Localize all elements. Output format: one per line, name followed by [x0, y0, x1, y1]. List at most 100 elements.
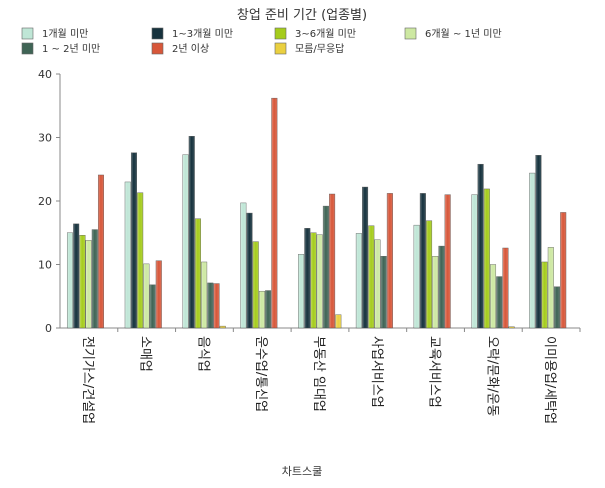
y-tick-label: 10 — [38, 259, 52, 272]
bar-group — [471, 163, 515, 329]
bar — [246, 212, 253, 329]
bar — [201, 261, 208, 329]
legend-swatch — [151, 42, 164, 55]
bar — [335, 314, 342, 329]
x-tick-label: 교육서비스업 — [427, 336, 442, 408]
legend-label: 1개월 미만 — [42, 28, 88, 40]
x-tick-label: 오락/문화/운동 — [484, 336, 499, 417]
y-tick-label: 40 — [38, 68, 52, 81]
legend-swatch — [21, 27, 34, 40]
bar — [188, 136, 195, 329]
bar-group — [529, 155, 567, 329]
bar — [91, 229, 98, 329]
legend-swatch — [274, 42, 287, 55]
legend: 1개월 미만 1~3개월 미만 3~6개월 미만 6개월 ~ 1년 미만 1 ~ 2년 … — [21, 27, 502, 55]
bar — [380, 256, 387, 329]
y-tick-label: 20 — [38, 195, 52, 208]
bar — [316, 234, 323, 329]
bar — [124, 181, 131, 329]
bar — [97, 174, 104, 329]
bar — [213, 283, 220, 329]
x-tick-label: 이미용업/세탁업 — [542, 336, 557, 424]
bar — [535, 155, 542, 329]
legend-swatch — [404, 27, 417, 40]
bar — [271, 97, 278, 329]
x-tick-label: 사업서비스업 — [369, 336, 384, 408]
legend-item: 3~6개월 미만 — [274, 27, 356, 40]
bar-group — [124, 152, 162, 329]
x-tick-label: 음식업 — [195, 336, 210, 372]
bar — [149, 284, 156, 329]
legend-label: 1 ~ 2년 미만 — [42, 43, 100, 55]
bar — [444, 194, 451, 329]
legend-item: 6개월 ~ 1년 미만 — [404, 27, 502, 40]
bar — [490, 264, 497, 329]
bar-group — [298, 193, 342, 329]
bar-group — [413, 193, 451, 329]
bar — [298, 254, 305, 329]
bar — [265, 290, 272, 329]
bar — [471, 194, 478, 329]
bar — [322, 205, 329, 329]
bar — [483, 188, 490, 329]
legend-item: 모름/무응답 — [274, 42, 344, 55]
bar — [194, 218, 201, 329]
bar — [73, 223, 80, 329]
bar — [541, 261, 548, 329]
bar — [219, 325, 226, 329]
bar — [432, 256, 439, 329]
bar — [329, 193, 336, 329]
bar — [143, 263, 150, 329]
bar — [182, 154, 189, 329]
legend-item: 2년 이상 — [151, 42, 209, 55]
legend-label: 6개월 ~ 1년 미만 — [425, 28, 502, 40]
legend-label: 1~3개월 미만 — [172, 28, 233, 40]
bar — [130, 152, 137, 329]
bar-group — [182, 136, 226, 329]
bar — [419, 193, 426, 329]
bar — [66, 232, 73, 329]
y-tick-label: 30 — [38, 132, 52, 145]
x-tick-label: 소매업 — [138, 336, 153, 372]
bar — [240, 202, 247, 329]
x-tick-label: 운수업/통신업 — [253, 336, 268, 412]
bar — [477, 163, 484, 329]
bar — [304, 228, 311, 329]
bar — [79, 235, 86, 329]
legend-label: 모름/무응답 — [295, 43, 344, 55]
x-axis-title: 차트스쿨 — [282, 465, 322, 478]
legend-item: 1개월 미만 — [21, 27, 88, 40]
bar — [374, 239, 381, 329]
bars — [66, 97, 567, 329]
bar — [529, 172, 536, 329]
legend-label: 3~6개월 미만 — [295, 28, 356, 40]
bar-group — [66, 174, 104, 329]
legend-swatch — [21, 42, 34, 55]
bar — [207, 282, 214, 329]
bar-group — [355, 186, 393, 329]
bar — [137, 192, 144, 329]
bar — [368, 225, 375, 329]
bar — [85, 240, 92, 329]
bar — [386, 193, 393, 329]
legend-label: 2년 이상 — [172, 43, 209, 55]
x-tick-labels: 전기가스/건설업 소매업 음식업 운수업/통신업 부동산 임대업 사업서비스업 교육서비스업… — [80, 336, 557, 424]
bar — [413, 224, 420, 329]
bar — [252, 241, 259, 329]
bar — [560, 212, 567, 329]
chart-title: 창업 준비 기간 (업종별) — [237, 8, 367, 23]
legend-swatch — [151, 27, 164, 40]
bar — [502, 247, 509, 329]
bar-group — [240, 97, 278, 329]
bar — [362, 186, 369, 329]
bar — [496, 276, 503, 329]
bar — [438, 245, 445, 329]
legend-swatch — [274, 27, 287, 40]
legend-item: 1 ~ 2년 미만 — [21, 42, 100, 55]
bar — [355, 233, 362, 329]
legend-item: 1~3개월 미만 — [151, 27, 233, 40]
bar — [426, 220, 433, 329]
bar — [508, 326, 515, 329]
